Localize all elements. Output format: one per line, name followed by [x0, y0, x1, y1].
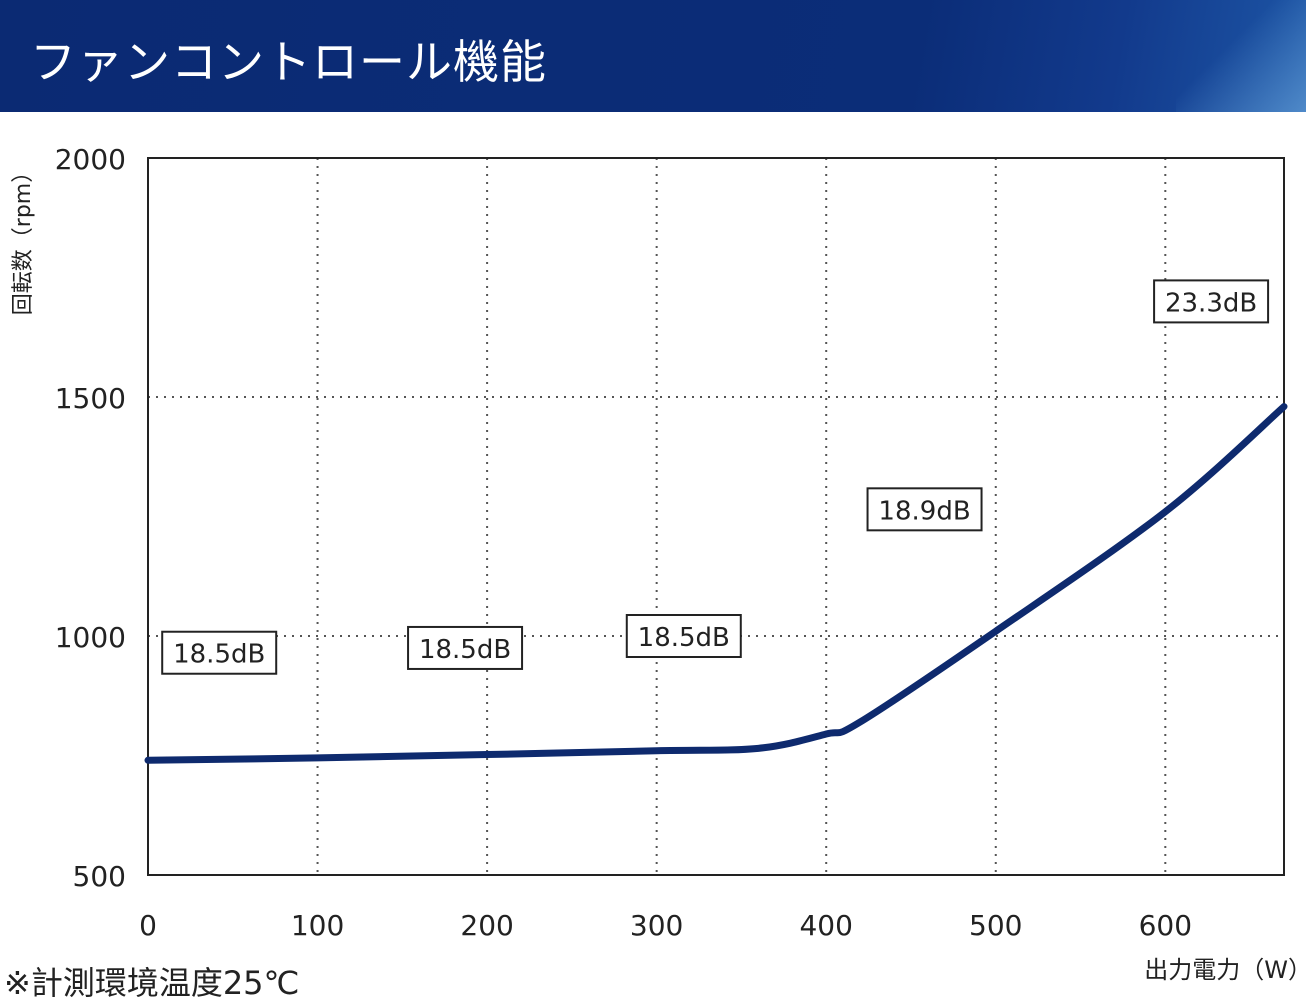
fan-speed-line — [144, 403, 1288, 764]
x-tick-label: 400 — [799, 909, 852, 942]
x-tick-label: 0 — [139, 909, 157, 942]
noise-label-box — [1153, 279, 1270, 324]
noise-label: 23.3dB — [1165, 288, 1257, 318]
x-axis-label: 出力電力（W） — [1144, 956, 1312, 984]
y-tick-label: 1000 — [55, 621, 126, 654]
plot-frame — [147, 157, 1285, 876]
header-banner: ファンコントロール機能 — [0, 0, 1306, 112]
page-title: ファンコントロール機能 — [30, 35, 547, 89]
noise-label-box — [161, 630, 278, 675]
x-tick-label: 500 — [969, 909, 1022, 942]
x-tick-label: 600 — [1139, 909, 1192, 942]
noise-label: 18.9dB — [878, 496, 970, 526]
noise-label: 18.5dB — [173, 640, 265, 670]
noise-label-box — [625, 614, 742, 658]
noise-label-box — [866, 487, 983, 532]
y-axis-label: 回転数（rpm） — [11, 161, 36, 315]
noise-label: 18.5dB — [638, 623, 730, 653]
noise-label-box — [407, 625, 524, 670]
y-tick-label: 2000 — [55, 143, 126, 176]
noise-label: 18.5dB — [419, 635, 511, 665]
x-tick-label: 300 — [630, 909, 683, 942]
y-tick-label: 1500 — [55, 382, 126, 415]
footnote: ※計測環境温度25℃ — [4, 964, 300, 1002]
x-tick-label: 200 — [460, 909, 513, 942]
x-tick-label: 100 — [291, 909, 344, 942]
y-tick-label: 500 — [73, 860, 126, 893]
